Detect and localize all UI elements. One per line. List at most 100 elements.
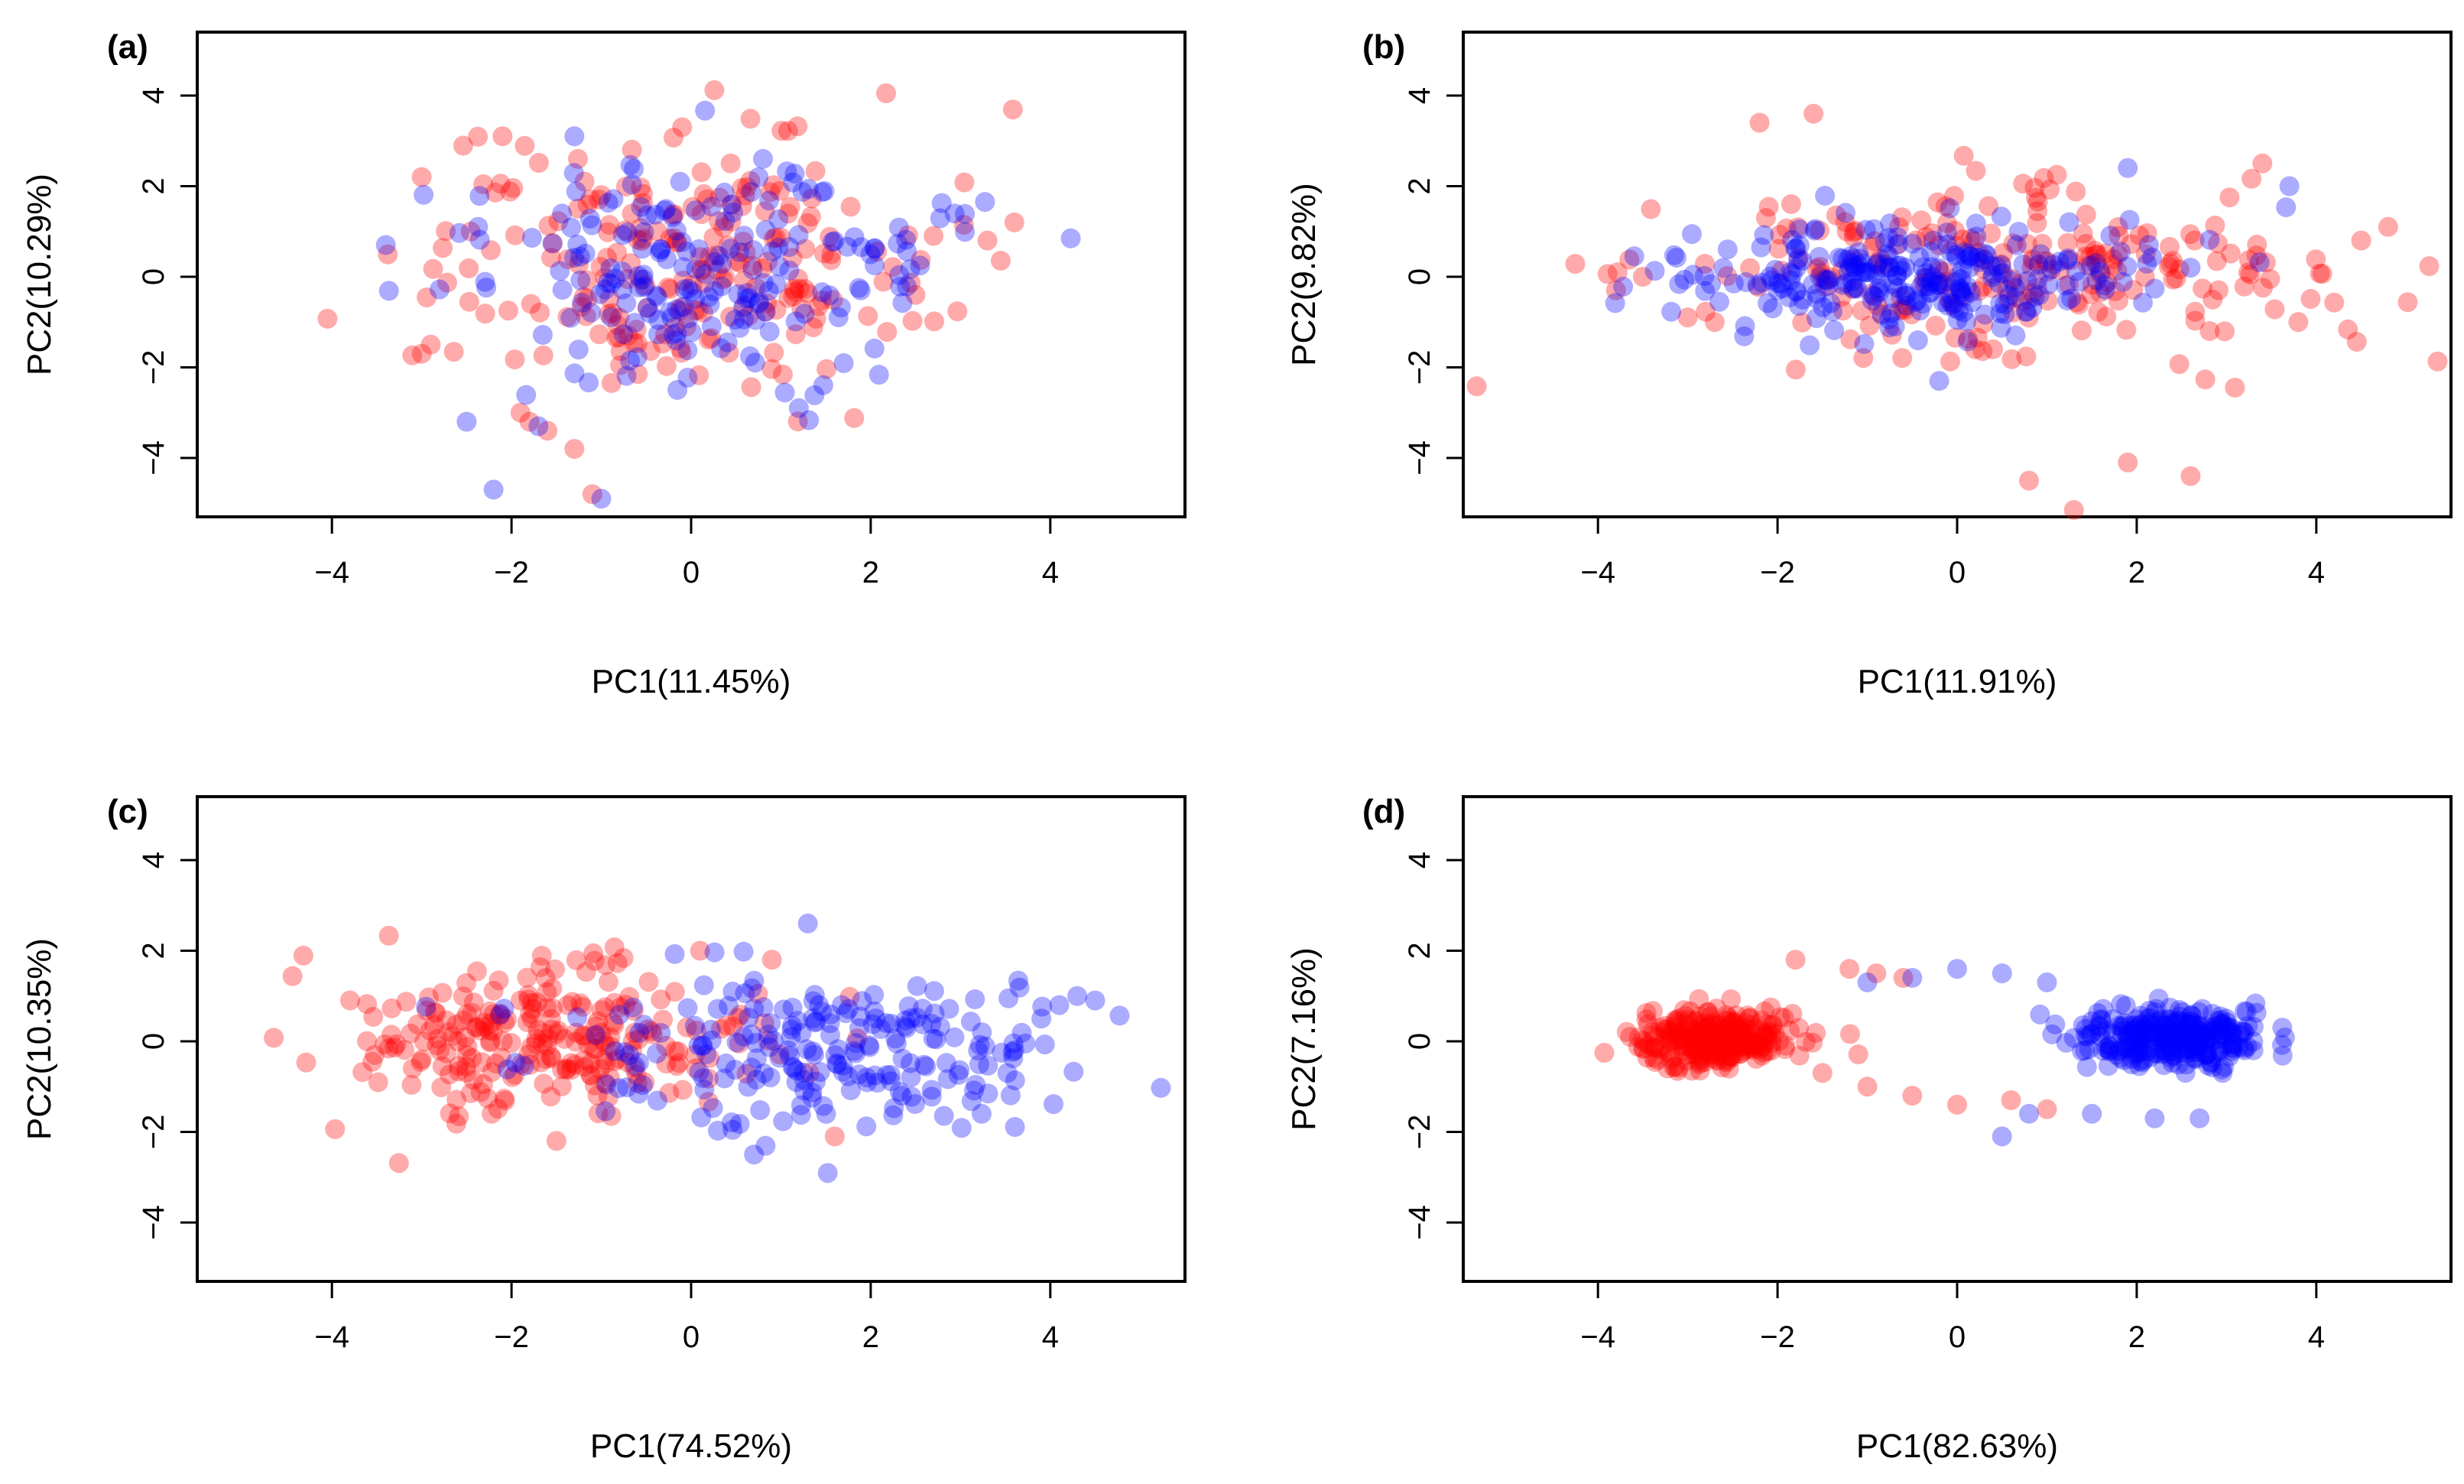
scatter-point [1969, 242, 1988, 263]
scatter-point [1664, 1023, 1685, 1044]
x-axis-label: PC1(11.45%) [592, 663, 791, 700]
scatter-point [2134, 1050, 2154, 1070]
scatter-point [2113, 1050, 2134, 1070]
scatter-point [699, 287, 719, 307]
scatter-point [2419, 256, 2440, 277]
scatter-point [591, 1023, 612, 1043]
scatter-point [2085, 241, 2105, 261]
scatter-point [2169, 259, 2190, 280]
scatter-point [542, 233, 563, 254]
scatter-point [2264, 299, 2285, 320]
scatter-point [2427, 351, 2448, 372]
scatter-point [2229, 1037, 2249, 1057]
scatter-point [402, 345, 423, 365]
scatter-point [647, 1090, 667, 1111]
scatter-point [1747, 1034, 1768, 1055]
scatter-point [2137, 1041, 2157, 1062]
scatter-point [2176, 1054, 2196, 1075]
scatter-point [568, 339, 589, 360]
scatter-point [1693, 1020, 1713, 1041]
scatter-point [1721, 1047, 1742, 1067]
scatter-point [2076, 1057, 2097, 1077]
scatter-point [1831, 287, 1852, 307]
scatter-point [1698, 1002, 1719, 1022]
scatter-point [761, 1013, 781, 1034]
scatter-point [2027, 277, 2047, 297]
scatter-point [2080, 1024, 2101, 1044]
scatter-point [2186, 1037, 2207, 1057]
scatter-point [2061, 288, 2082, 309]
scatter-point [2206, 251, 2227, 271]
scatter-point [622, 203, 642, 224]
scatter-point [955, 203, 976, 224]
scatter-point [668, 1041, 689, 1062]
scatter-point [833, 1055, 853, 1076]
scatter-point [515, 135, 535, 156]
scatter-point [1690, 1052, 1711, 1073]
scatter-point [605, 1050, 625, 1071]
scatter-point [1949, 279, 1970, 300]
scatter-point [649, 242, 670, 262]
scatter-point [1758, 1027, 1777, 1047]
scatter-point [427, 1035, 447, 1056]
scatter-point [667, 323, 687, 343]
scatter-point [2162, 1031, 2183, 1051]
scatter-point [613, 948, 634, 968]
scatter-point [572, 292, 592, 313]
scatter-point [1717, 1018, 1738, 1038]
scatter-point [1916, 263, 1936, 284]
scatter-point [742, 1025, 762, 1045]
scatter-point [2056, 275, 2076, 296]
scatter-point [590, 1059, 610, 1080]
scatter-point [1789, 296, 1810, 317]
scatter-point [1920, 282, 1941, 303]
scatter-point [1597, 264, 1618, 284]
scatter-point [1636, 1003, 1657, 1023]
scatter-point [2162, 1053, 2183, 1073]
y-tick-label: 2 [137, 942, 170, 959]
scatter-point [628, 1083, 649, 1104]
scatter-point [628, 278, 649, 297]
scatter-point [748, 983, 768, 1004]
scatter-point [1005, 1117, 1025, 1137]
scatter-point [824, 1126, 845, 1147]
scatter-point [2148, 989, 2169, 1009]
scatter-point [2163, 269, 2183, 290]
scatter-point [991, 251, 1011, 271]
x-tick-label: −4 [314, 1320, 349, 1354]
scatter-point [2099, 1041, 2120, 1062]
scatter-point [1920, 242, 1941, 262]
scatter-point [456, 1057, 476, 1076]
scatter-point [1979, 196, 1998, 216]
scatter-point [1785, 359, 1806, 380]
scatter-point [1936, 213, 1957, 233]
scatter-point [2141, 1022, 2161, 1043]
scatter-point [2164, 1036, 2184, 1056]
scatter-point [961, 1091, 982, 1112]
scatter-point [1712, 1057, 1732, 1078]
scatter-point [2040, 179, 2060, 200]
scatter-point [2152, 1020, 2173, 1041]
scatter-point [2026, 187, 2046, 208]
scatter-point [2133, 292, 2153, 313]
scatter-point [847, 1028, 868, 1049]
scatter-point [688, 1035, 709, 1056]
scatter-point [1945, 271, 1966, 292]
scatter-point [633, 269, 654, 290]
scatter-point [1992, 963, 2012, 984]
scatter-point [2080, 255, 2101, 276]
scatter-point [1733, 1018, 1754, 1038]
scatter-point [1619, 249, 1640, 270]
scatter-point [619, 986, 640, 1007]
scatter-point [736, 1063, 757, 1084]
scatter-point [2192, 999, 2212, 1019]
scatter-point [2186, 1032, 2207, 1053]
scatter-point [617, 222, 638, 242]
scatter-point [717, 332, 738, 352]
scatter-point [785, 311, 806, 332]
scatter-point [1806, 1023, 1826, 1043]
scatter-point [2164, 1035, 2184, 1056]
scatter-point [978, 1055, 998, 1076]
scatter-point [607, 315, 628, 335]
scatter-point [696, 1044, 717, 1064]
